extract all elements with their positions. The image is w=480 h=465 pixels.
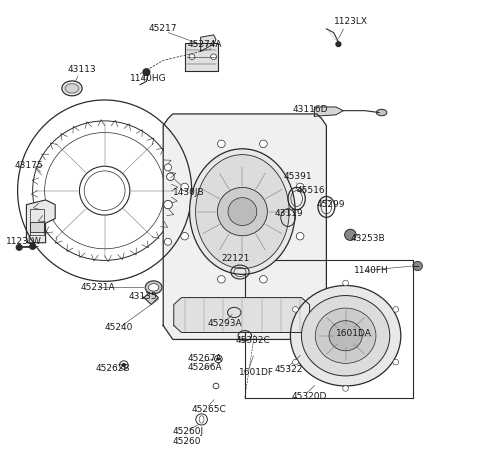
Ellipse shape <box>63 82 81 94</box>
Circle shape <box>343 385 348 391</box>
Circle shape <box>413 261 422 271</box>
Circle shape <box>260 276 267 283</box>
Circle shape <box>296 183 304 191</box>
Circle shape <box>120 361 128 369</box>
Ellipse shape <box>315 308 376 363</box>
Ellipse shape <box>164 164 172 171</box>
Polygon shape <box>26 200 55 243</box>
Text: 1123LW: 1123LW <box>6 237 42 246</box>
Circle shape <box>228 198 257 226</box>
Ellipse shape <box>301 296 390 376</box>
Text: 43135: 43135 <box>129 292 157 301</box>
Text: 1601DF: 1601DF <box>239 367 274 377</box>
Text: 45516: 45516 <box>297 186 325 195</box>
Polygon shape <box>174 298 310 332</box>
Circle shape <box>343 280 348 286</box>
Text: 45332C: 45332C <box>235 336 270 345</box>
Text: 45260: 45260 <box>173 437 201 446</box>
Text: 43253B: 43253B <box>350 234 385 243</box>
Circle shape <box>16 245 22 250</box>
Text: 45265C: 45265C <box>192 405 227 414</box>
Circle shape <box>217 187 267 236</box>
Circle shape <box>345 229 356 240</box>
Circle shape <box>217 140 225 147</box>
Circle shape <box>30 244 36 249</box>
Ellipse shape <box>196 154 289 269</box>
Ellipse shape <box>164 238 172 246</box>
Text: 1140FH: 1140FH <box>354 266 389 275</box>
Circle shape <box>296 232 304 240</box>
Circle shape <box>393 306 399 312</box>
Ellipse shape <box>148 284 159 291</box>
Circle shape <box>167 173 174 180</box>
Text: 45262B: 45262B <box>96 364 131 373</box>
Circle shape <box>393 359 399 365</box>
Text: 45217: 45217 <box>149 24 177 33</box>
Circle shape <box>217 276 225 283</box>
Text: 45240: 45240 <box>105 323 133 332</box>
Circle shape <box>181 232 189 240</box>
Circle shape <box>181 183 189 191</box>
Text: 45293A: 45293A <box>207 319 242 328</box>
Polygon shape <box>163 114 326 339</box>
Text: 45320D: 45320D <box>292 392 327 401</box>
Circle shape <box>292 306 298 312</box>
Text: 43113: 43113 <box>67 66 96 74</box>
Text: 1430JB: 1430JB <box>173 187 204 197</box>
FancyBboxPatch shape <box>30 222 44 232</box>
Circle shape <box>213 383 219 389</box>
Polygon shape <box>144 291 158 305</box>
Circle shape <box>292 359 298 365</box>
Text: 45260J: 45260J <box>173 427 204 436</box>
Text: 1601DA: 1601DA <box>336 329 372 339</box>
Circle shape <box>196 414 207 425</box>
Circle shape <box>260 140 267 147</box>
Text: 45391: 45391 <box>283 173 312 181</box>
Ellipse shape <box>190 149 295 274</box>
Text: 45267A: 45267A <box>187 354 222 363</box>
Text: 1123LX: 1123LX <box>334 17 368 26</box>
Circle shape <box>217 358 219 360</box>
Text: 45299: 45299 <box>317 200 345 209</box>
Circle shape <box>215 355 222 363</box>
Circle shape <box>122 364 125 366</box>
Polygon shape <box>185 43 218 71</box>
Circle shape <box>143 69 150 75</box>
Text: 45274A: 45274A <box>187 40 222 49</box>
Polygon shape <box>314 107 343 116</box>
Ellipse shape <box>290 286 401 386</box>
Ellipse shape <box>376 109 387 116</box>
Text: 1140HG: 1140HG <box>130 74 166 83</box>
Circle shape <box>189 54 195 60</box>
Ellipse shape <box>329 321 362 351</box>
Text: 45322: 45322 <box>275 365 303 374</box>
Ellipse shape <box>164 200 172 209</box>
Text: 22121: 22121 <box>222 253 250 263</box>
Text: 45266A: 45266A <box>187 363 222 372</box>
Ellipse shape <box>145 281 162 294</box>
Text: 43116D: 43116D <box>293 105 328 114</box>
Text: 43175: 43175 <box>14 160 43 170</box>
Circle shape <box>211 54 216 60</box>
Polygon shape <box>201 35 216 51</box>
Text: 45231A: 45231A <box>81 283 115 292</box>
Circle shape <box>336 42 341 47</box>
Text: 43119: 43119 <box>275 209 303 219</box>
